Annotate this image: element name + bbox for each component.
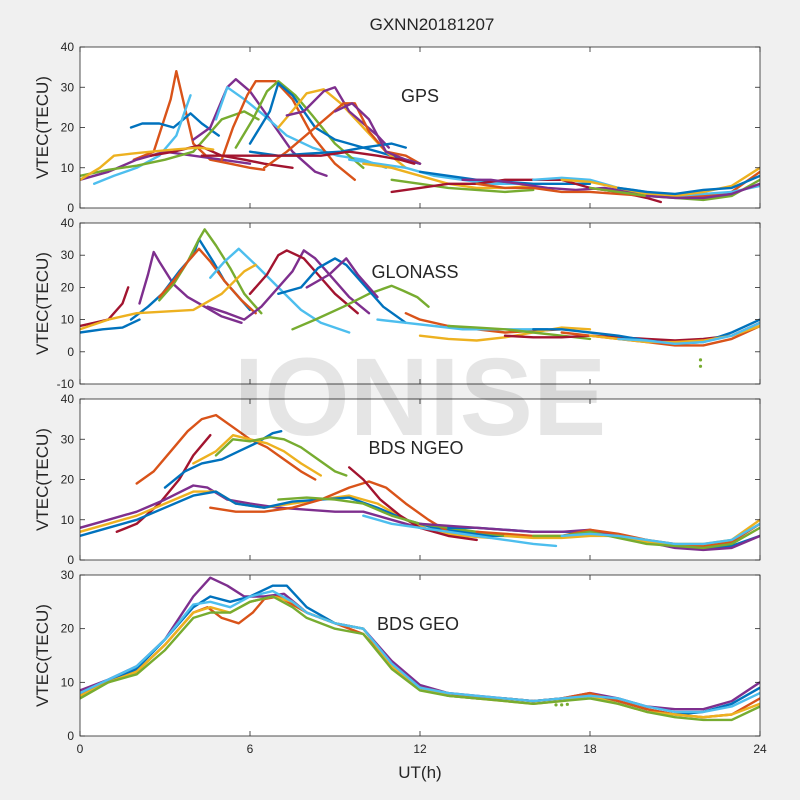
y-tick-label: 0 (67, 345, 74, 359)
series-group (80, 413, 760, 552)
y-axis-label: VTEC(TECU) (33, 252, 52, 355)
series-line-6 (80, 589, 760, 714)
y-tick-label: 30 (61, 432, 75, 446)
y-axis-label: VTEC(TECU) (33, 76, 52, 179)
panel-1: 0 10 20 30 40 GPS VTEC(TECU) (33, 40, 761, 215)
series-line-3 (163, 430, 283, 489)
series-line-12 (362, 514, 558, 548)
marker-point-1 (698, 358, 703, 362)
x-tick-label: 24 (753, 742, 767, 756)
series-line-9 (214, 86, 388, 170)
series-line-9 (206, 249, 371, 321)
series-line-11 (277, 496, 507, 538)
y-tick-label: 0 (67, 729, 74, 743)
x-tick-label: 0 (77, 742, 84, 756)
y-tick-label: 20 (61, 121, 75, 135)
series-line-15 (376, 318, 549, 331)
series-line-4 (192, 434, 322, 477)
y-tick-label: 10 (61, 513, 75, 527)
series-line-27 (560, 166, 760, 198)
y-tick-label: 30 (61, 80, 75, 94)
series-line-21 (390, 178, 535, 194)
series-group (80, 228, 760, 368)
panel-label: BDS GEO (377, 614, 459, 634)
series-line-10 (348, 466, 478, 542)
series-line-5 (214, 436, 348, 477)
series-line-11 (291, 284, 430, 331)
series-line-2 (80, 318, 141, 334)
series-line-6 (158, 247, 257, 315)
x-tick-label: 12 (413, 742, 427, 756)
series-line-9 (209, 480, 450, 533)
series-line-10 (248, 249, 359, 315)
series-line-6 (80, 484, 478, 538)
y-tick-label: 20 (61, 473, 75, 487)
series-line-15 (263, 102, 422, 170)
y-tick-label: 20 (61, 280, 75, 294)
marker-point-2 (698, 364, 703, 368)
series-line-18 (560, 522, 760, 546)
panel-4: 0 10 20 30 0 6 12 18 24 BDS GEO VTEC(TECU) UT(h) (33, 568, 767, 782)
marker-point-3 (565, 702, 569, 706)
series-line-2 (129, 112, 221, 137)
y-tick-label: 30 (61, 568, 75, 582)
y-tick-label: 0 (67, 553, 74, 567)
series-line-17 (333, 102, 422, 165)
series-line-25 (475, 170, 760, 198)
series-line-29 (617, 174, 760, 196)
series-line-24 (461, 178, 662, 198)
panel-label: BDS NGEO (368, 438, 463, 458)
y-tick-label: 30 (61, 248, 75, 262)
y-tick-label: 40 (61, 40, 75, 54)
y-tick-label: 10 (61, 313, 75, 327)
panel-3: 0 10 20 30 40 BDS NGEO VTEC(TECU) (33, 392, 761, 567)
y-tick-label: -10 (57, 377, 75, 391)
y-tick-label: 40 (61, 392, 75, 406)
y-tick-label: 40 (61, 216, 75, 230)
marker-point-1 (554, 703, 558, 707)
panel-label: GLONASS (371, 262, 458, 282)
panel-2: -10 0 10 20 30 40 GLONASS VTEC(TECU) (33, 216, 761, 391)
x-tick-label: 18 (583, 742, 597, 756)
x-tick-label: 6 (247, 742, 254, 756)
plot-area (80, 47, 760, 208)
series-line-18 (200, 150, 416, 165)
series-line-2 (115, 434, 212, 533)
y-tick-label: 10 (61, 675, 75, 689)
y-axis-label: VTEC(TECU) (33, 604, 52, 707)
series-line-5 (158, 228, 263, 315)
series-line-5 (80, 595, 760, 722)
series-line-13 (305, 257, 379, 299)
y-tick-label: 20 (61, 622, 75, 636)
series-line-15 (475, 522, 760, 548)
series-line-11 (234, 79, 365, 170)
series-line-8 (80, 263, 257, 331)
watermark-text: IONISE (234, 336, 607, 459)
series-group (80, 576, 760, 722)
series-line-7 (80, 146, 215, 182)
series-line-5 (80, 110, 260, 178)
series-line-12 (277, 257, 407, 324)
figure-title: GXNN20181207 (370, 15, 495, 34)
series-line-30 (645, 182, 760, 200)
panels: 0 10 20 30 40 GPS VTEC(TECU) -10 0 10 20 30 40 GLONAS… (33, 40, 767, 782)
panel-label: GPS (401, 86, 439, 106)
series-line-19 (348, 158, 521, 186)
series-line-16 (418, 326, 592, 342)
y-tick-label: 10 (61, 161, 75, 175)
series-line-1 (135, 413, 317, 485)
series-line-22 (617, 321, 760, 345)
marker-point-2 (560, 703, 564, 707)
series-line-3 (92, 94, 192, 186)
y-tick-label: 0 (67, 201, 74, 215)
y-axis-label: VTEC(TECU) (33, 428, 52, 531)
series-group (80, 69, 760, 204)
x-axis-label: UT(h) (398, 763, 441, 782)
